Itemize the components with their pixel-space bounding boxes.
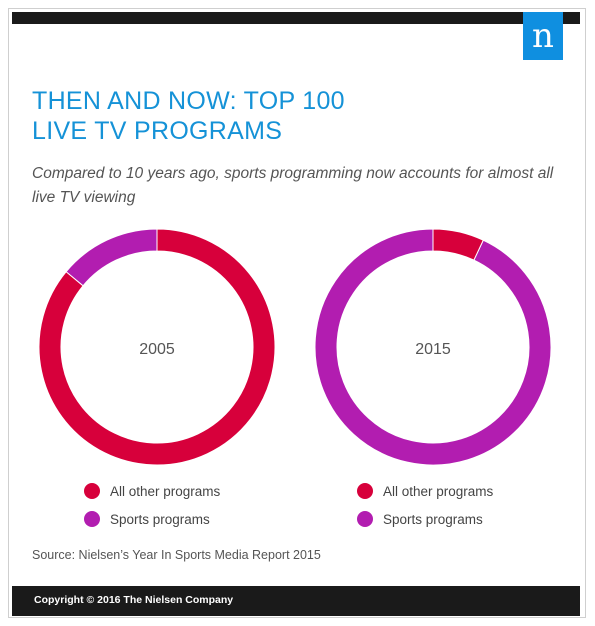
footer-bar: Copyright © 2016 The Nielsen Company — [12, 586, 580, 616]
legend-swatch-sports — [357, 511, 373, 527]
legend-swatch-other — [357, 483, 373, 499]
legend-swatch-other — [84, 483, 100, 499]
source-note: Source: Nielsen’s Year In Sports Media R… — [32, 548, 321, 562]
subtitle: Compared to 10 years ago, sports program… — [32, 165, 554, 206]
donut-slice-all-other-programs — [432, 228, 484, 261]
page-title: THEN AND NOW: TOP 100 LIVE TV PROGRAMS — [32, 86, 345, 146]
legend-item-other: All other programs — [84, 477, 220, 505]
title-line-1: THEN AND NOW: TOP 100 — [32, 87, 345, 115]
legend-item-other: All other programs — [357, 477, 493, 505]
nielsen-logo: n — [523, 12, 563, 60]
legend-label: Sports programs — [383, 511, 483, 527]
legend-label: All other programs — [110, 483, 221, 499]
donut-center-label: 2005 — [139, 341, 175, 358]
infographic-frame — [8, 8, 586, 618]
legend-swatch-sports — [84, 511, 100, 527]
donut-slice-sports-programs — [65, 228, 158, 287]
legend-2015: All other programs Sports programs — [357, 477, 493, 533]
top-bar — [12, 12, 580, 24]
legend-item-sports: Sports programs — [84, 505, 220, 533]
donut-slice-sports-programs — [314, 228, 552, 466]
donut-chart-2015: 2015 — [314, 228, 552, 466]
legend-label: Sports programs — [110, 511, 210, 527]
legend-item-sports: Sports programs — [357, 505, 493, 533]
copyright-text: Copyright © 2016 The Nielsen Company — [34, 594, 234, 606]
legend-label: All other programs — [383, 483, 494, 499]
legend-2005: All other programs Sports programs — [84, 477, 220, 533]
title-line-2: LIVE TV PROGRAMS — [32, 117, 283, 145]
donut-slice-all-other-programs — [38, 228, 276, 466]
donut-chart-2005: 2005 — [38, 228, 276, 466]
donut-center-label: 2015 — [415, 341, 451, 358]
